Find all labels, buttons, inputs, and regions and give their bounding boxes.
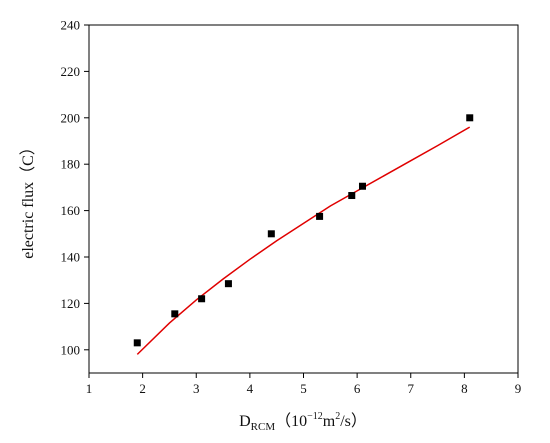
y-tick-label: 200 [61, 110, 81, 125]
x-tick-label: 5 [300, 381, 307, 396]
data-point [466, 114, 474, 122]
data-point [198, 295, 206, 303]
x-axis-title-main: D [239, 413, 251, 430]
data-point [348, 192, 356, 200]
y-tick-label: 220 [61, 64, 81, 79]
x-tick-label: 3 [193, 381, 200, 396]
x-axis-title: DRCM（10−12m2/s） [239, 411, 367, 433]
x-axis-title-unit-exp: 2 [335, 411, 340, 422]
data-point [171, 310, 179, 318]
data-point [358, 182, 366, 190]
y-tick-label: 180 [61, 157, 81, 172]
fit-layer [136, 126, 471, 355]
fit-curve [136, 126, 471, 355]
x-tick-label: 9 [515, 381, 522, 396]
y-tick-label: 140 [61, 250, 81, 265]
x-tick-label: 6 [354, 381, 361, 396]
x-axis-title-exp: −12 [307, 411, 323, 422]
x-axis-title-tail: /s） [340, 412, 367, 430]
data-point [133, 339, 141, 347]
y-tick-label: 160 [61, 203, 81, 218]
x-tick-label: 7 [408, 381, 415, 396]
x-axis-title-sub: RCM [251, 421, 276, 433]
y-tick-label: 100 [61, 342, 81, 357]
x-axis-title-unit: m [323, 413, 336, 430]
plot-frame [88, 24, 519, 374]
x-axis-title-base: 10 [291, 413, 307, 430]
data-point [224, 280, 232, 288]
x-tick-label: 1 [86, 381, 93, 396]
data-point [267, 230, 275, 238]
data-point [316, 212, 324, 220]
y-tick-label: 120 [61, 296, 81, 311]
x-tick-label: 4 [247, 381, 254, 396]
axis-ticks: 1 2 3 4 5 6 7 8 9 100 120 140 160 180 200 220 240 [61, 18, 522, 397]
y-tick-label: 240 [61, 18, 81, 33]
points-layer [133, 114, 474, 347]
y-axis-title: electric flux（C） [19, 139, 37, 259]
x-axis-title-paren: （ [275, 412, 291, 430]
x-tick-label: 2 [139, 381, 146, 396]
x-tick-label: 8 [461, 381, 468, 396]
